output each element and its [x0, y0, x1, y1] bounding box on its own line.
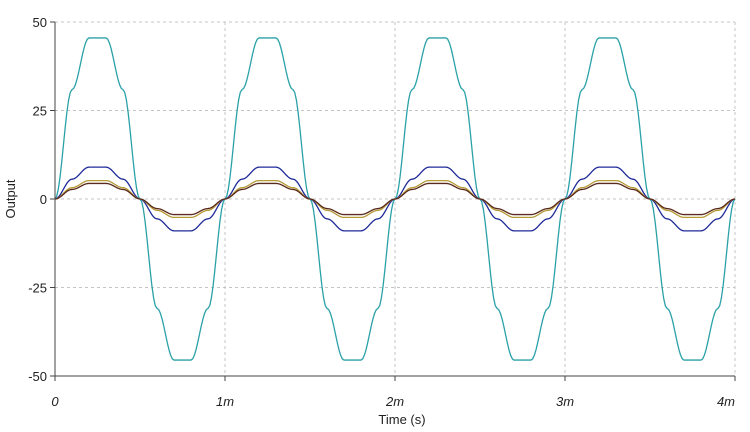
y-tick-label: 25	[33, 104, 47, 119]
x-tick-label: 2m	[385, 394, 404, 409]
y-tick-label: 0	[40, 192, 47, 207]
x-tick-label: 3m	[556, 394, 574, 409]
series-group	[54, 37, 736, 361]
y-tick-label: -50	[28, 369, 47, 384]
axes	[50, 21, 736, 381]
x-tick-label: 4m	[717, 394, 735, 409]
series-line-4	[54, 182, 736, 216]
x-tick-labels: 0 1m 2m 3m 4m	[51, 394, 735, 409]
x-tick-label: 0	[51, 394, 59, 409]
y-axis-label: Output	[3, 179, 18, 218]
y-tick-label: 50	[33, 15, 47, 30]
x-axis-label: Time (s)	[378, 412, 425, 427]
y-tick-label: -25	[28, 281, 47, 296]
y-tick-labels: 50 25 0 -25 -50	[28, 15, 47, 384]
x-tick-label: 1m	[216, 394, 234, 409]
